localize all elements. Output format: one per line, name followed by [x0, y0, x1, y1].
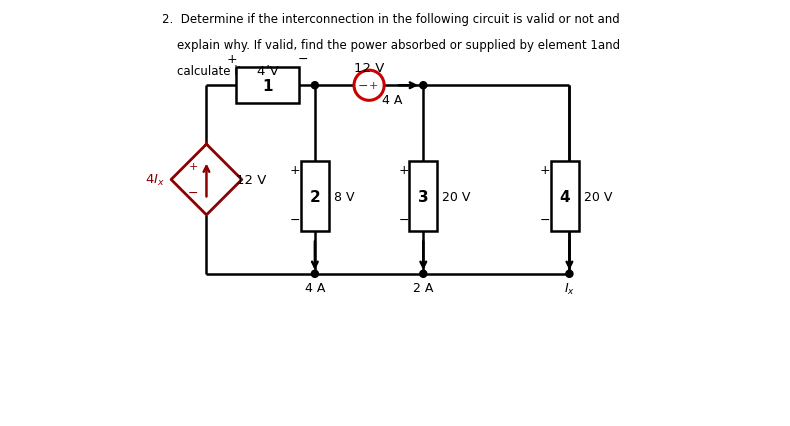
Text: +: +	[369, 81, 378, 91]
Text: −: −	[357, 80, 367, 92]
Circle shape	[311, 271, 318, 278]
Bar	[235, 68, 299, 104]
Text: +: +	[189, 162, 198, 172]
Text: calculate its value.: calculate its value.	[162, 65, 288, 78]
Text: +: +	[290, 164, 300, 177]
Text: 4: 4	[559, 189, 570, 204]
Text: $I_x$: $I_x$	[564, 282, 575, 297]
Text: 2 A: 2 A	[413, 282, 434, 295]
Text: 3: 3	[418, 189, 429, 204]
Text: 20 V: 20 V	[442, 190, 471, 203]
Bar	[301, 161, 329, 232]
Text: 2.  Determine if the interconnection in the following circuit is valid or not an: 2. Determine if the interconnection in t…	[162, 13, 619, 26]
Text: −: −	[398, 213, 408, 226]
Text: −: −	[188, 187, 198, 200]
Text: 20 V: 20 V	[584, 190, 612, 203]
Text: +: +	[540, 164, 550, 177]
Text: explain why. If valid, find the power absorbed or supplied by element 1and: explain why. If valid, find the power ab…	[162, 39, 620, 52]
Circle shape	[419, 271, 427, 278]
Text: 12 V: 12 V	[354, 62, 384, 75]
Text: 4 A: 4 A	[305, 282, 325, 295]
Text: +: +	[227, 53, 237, 66]
Text: 12 V: 12 V	[236, 174, 266, 187]
Bar	[551, 161, 579, 232]
Polygon shape	[171, 145, 242, 216]
Text: 4 V: 4 V	[257, 64, 278, 78]
Circle shape	[419, 83, 427, 89]
Text: 8 V: 8 V	[333, 190, 354, 203]
Bar	[409, 161, 438, 232]
Text: 4 A: 4 A	[382, 94, 403, 106]
Text: $4I_x$: $4I_x$	[145, 173, 164, 187]
Text: 1: 1	[262, 78, 273, 94]
Circle shape	[311, 83, 318, 89]
Text: −: −	[290, 213, 300, 226]
Circle shape	[354, 71, 384, 101]
Circle shape	[566, 271, 573, 278]
Text: 2: 2	[310, 189, 320, 204]
Text: −: −	[540, 213, 550, 226]
Text: +: +	[398, 164, 408, 177]
Text: −: −	[298, 53, 308, 66]
